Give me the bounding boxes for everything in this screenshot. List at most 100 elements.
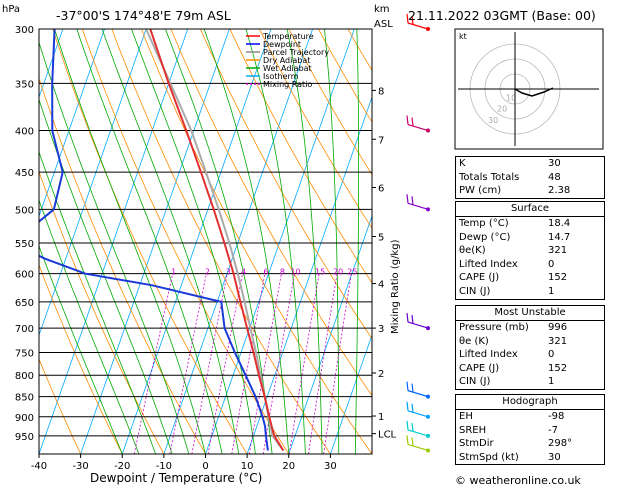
km-label: km	[374, 4, 390, 15]
table-row: θe(K) 321	[456, 244, 604, 258]
x-tick-label: 30	[324, 461, 337, 472]
legend-label: Dewpoint	[263, 40, 301, 49]
pressure-tick-label: 900	[15, 413, 34, 424]
km-tick-label: 6	[378, 183, 384, 194]
row-label: Temp (°C)	[459, 218, 509, 229]
legend-label: Dry Adiabat	[263, 56, 310, 65]
mixing-ratio-label: 1	[171, 268, 176, 277]
table-row: θe (K) 321	[456, 335, 604, 349]
row-label: Lifted Index	[459, 349, 518, 361]
table-row: EH -98	[456, 410, 604, 424]
mixing-ratio-label: 25	[347, 268, 357, 277]
mixing-ratio-line	[323, 273, 352, 454]
panel-title: Most Unstable	[494, 307, 566, 318]
row-label: CAPE (J)	[459, 362, 500, 374]
wind-barb	[406, 13, 430, 31]
row-label: SREH	[459, 424, 487, 436]
table-row: CIN (J) 1	[456, 375, 604, 389]
row-value: 0	[548, 349, 555, 361]
legend-label: Temperature	[262, 32, 314, 41]
km-tick-label: LCL	[378, 430, 397, 441]
hodograph-ring-label: 10	[506, 93, 516, 102]
x-tick-label: 10	[241, 461, 254, 472]
legend-label: Parcel Trajectory	[263, 48, 329, 57]
x-tick-label: -30	[72, 461, 88, 472]
table-row: PW (cm) 2.38	[456, 184, 604, 198]
mixing-ratio-line	[288, 273, 320, 454]
dry-adiabat-line	[259, 29, 372, 229]
pressure-tick-label: 600	[15, 270, 34, 281]
dewpoint-line	[39, 29, 269, 451]
panel-title: Surface	[510, 203, 550, 214]
footer-copyright: © weatheronline.co.uk	[455, 474, 581, 486]
km-tick-label: 4	[378, 280, 384, 291]
row-value: 996	[548, 322, 568, 333]
isotherm-line	[205, 29, 355, 454]
legend-label: Wet Adiabat	[263, 64, 312, 73]
x-tick-label: 20	[282, 461, 295, 472]
km-tick-label: 1	[378, 412, 384, 423]
table-row: StmSpd (kt) 30	[456, 451, 604, 465]
row-value: 1	[548, 285, 555, 297]
hodograph-ring-label: 20	[497, 105, 507, 114]
pressure-tick-label: 550	[15, 239, 34, 250]
pressure-tick-label: 800	[15, 371, 34, 382]
isotherm-line	[80, 29, 230, 454]
row-value: -98	[548, 411, 565, 422]
panel-title: Hodograph	[502, 396, 558, 407]
wind-barb	[406, 381, 430, 399]
pressure-tick-label: 500	[15, 205, 34, 216]
most-unstable-panel: Most Unstable Pressure (mb) 996 θe (K) 321 Li…	[455, 305, 605, 390]
row-label: CAPE (J)	[459, 272, 500, 284]
row-label: Dewp (°C)	[459, 231, 511, 243]
row-label: EH	[459, 411, 473, 422]
table-row: CAPE (J) 152	[456, 271, 604, 285]
row-value: -7	[548, 424, 558, 436]
km-tick-label: 8	[378, 86, 384, 97]
km-tick-label: 7	[378, 135, 384, 146]
row-label: StmSpd (kt)	[459, 451, 519, 463]
legend-label: Mixing Ratio	[263, 80, 312, 89]
hodograph-trace	[514, 87, 554, 97]
isotherm-line	[163, 29, 314, 454]
table-row: Pressure (mb) 996	[456, 321, 604, 335]
hodograph: kt 10 20 30	[454, 28, 604, 150]
row-label: Lifted Index	[459, 258, 518, 270]
x-tick-label: -10	[156, 461, 172, 472]
isotherm-line	[39, 29, 189, 454]
hodograph-ring-label: 30	[488, 116, 498, 125]
pressure-tick-label: 750	[15, 348, 34, 359]
surface-panel: Surface Temp (°C) 18.4 Dewp (°C) 14.7 θe(K) 32…	[455, 201, 605, 300]
pressure-tick-label: 450	[15, 168, 34, 179]
legend-label: Isotherm	[263, 72, 299, 81]
row-label: CIN (J)	[459, 285, 491, 297]
mixing-ratio-label: 6	[263, 268, 268, 277]
temperature-line	[149, 29, 285, 452]
pressure-tick-label: 950	[15, 432, 34, 443]
row-value: 30	[548, 451, 561, 463]
row-value: 0	[548, 258, 555, 270]
wind-barb	[406, 313, 430, 331]
row-value: 152	[548, 272, 568, 284]
isotherm-line	[246, 96, 372, 454]
row-label: StmDir	[459, 438, 494, 450]
pressure-tick-label: 850	[15, 393, 34, 404]
x-tick-label: -20	[114, 461, 130, 472]
row-value: 321	[548, 335, 568, 347]
dry-adiabat-line	[288, 29, 372, 176]
wind-barb	[406, 401, 430, 419]
mixing-ratio-label: 15	[315, 268, 325, 277]
asl-label: ASL	[374, 19, 393, 30]
km-tick-label: 3	[378, 324, 384, 335]
x-axis-title: Dewpoint / Temperature (°C)	[90, 471, 262, 485]
row-value: 14.7	[548, 231, 571, 243]
indices-panel: K 30 Totals Totals 48 PW (cm) 2.38	[455, 156, 605, 199]
mixing-ratio-line	[262, 273, 295, 454]
wind-barb	[406, 194, 430, 212]
isotherm-line	[39, 29, 105, 218]
row-value: 298°	[548, 438, 573, 450]
row-label: θe(K)	[459, 245, 486, 257]
table-row: StmDir 298°	[456, 437, 604, 451]
row-value: 30	[548, 158, 561, 169]
isotherm-line	[288, 214, 372, 454]
